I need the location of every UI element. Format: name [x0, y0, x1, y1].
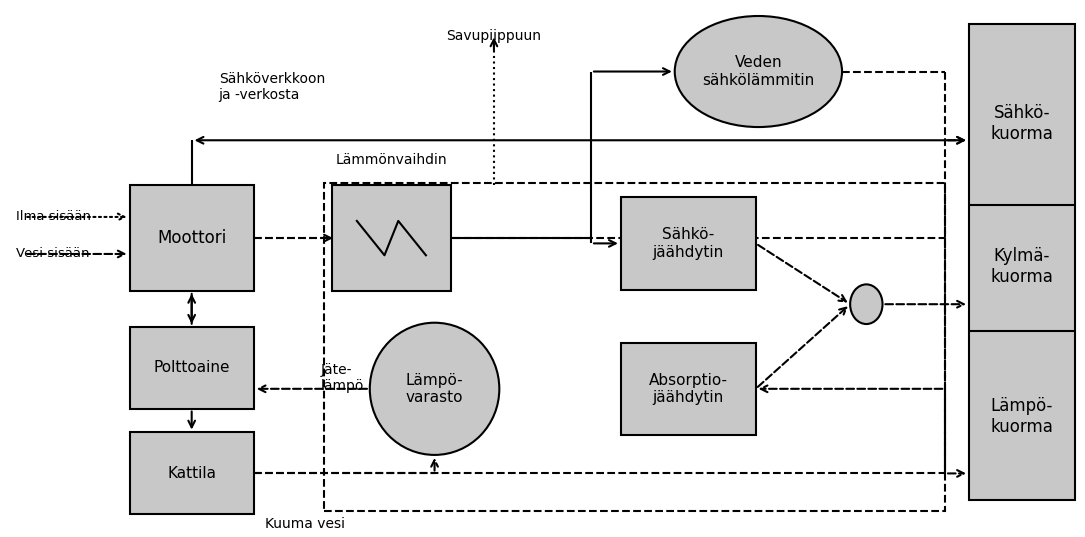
Text: Ilma sisään: Ilma sisään: [15, 211, 91, 223]
Text: Sähköverkkoon
ja -verkosta: Sähköverkkoon ja -verkosta: [219, 71, 324, 101]
Text: Veden
sähkölämmitin: Veden sähkölämmitin: [702, 55, 815, 88]
Text: Sähkö-
kuorma: Sähkö- kuorma: [991, 105, 1054, 143]
Text: Lämpö-
kuorma: Lämpö- kuorma: [991, 397, 1054, 436]
Text: Lämmönvaihdin: Lämmönvaihdin: [335, 153, 447, 166]
Text: Jäte-
lämpö: Jäte- lämpö: [321, 363, 365, 393]
Bar: [324, 183, 945, 512]
Bar: [332, 185, 450, 291]
Ellipse shape: [851, 285, 882, 324]
Text: Kuuma vesi: Kuuma vesi: [265, 517, 345, 531]
Bar: [969, 24, 1074, 500]
Text: Sähkö-
jäähdytin: Sähkö- jäähdytin: [652, 227, 724, 259]
Text: Polttoaine: Polttoaine: [153, 360, 230, 375]
Text: Lämpö-
varasto: Lämpö- varasto: [406, 373, 463, 405]
Bar: [621, 343, 755, 435]
Text: Absorptio-
jäähdytin: Absorptio- jäähdytin: [649, 373, 728, 405]
Bar: [129, 432, 254, 514]
Ellipse shape: [675, 16, 842, 127]
Bar: [129, 185, 254, 291]
Text: Savupiippuun: Savupiippuun: [446, 29, 541, 43]
Text: Moottori: Moottori: [157, 229, 227, 247]
Bar: [621, 197, 755, 289]
Text: Vesi sisään: Vesi sisään: [15, 248, 89, 260]
Ellipse shape: [370, 323, 499, 455]
Text: Kattila: Kattila: [167, 466, 216, 481]
Bar: [129, 326, 254, 409]
Text: Kylmä-
kuorma: Kylmä- kuorma: [991, 247, 1054, 286]
